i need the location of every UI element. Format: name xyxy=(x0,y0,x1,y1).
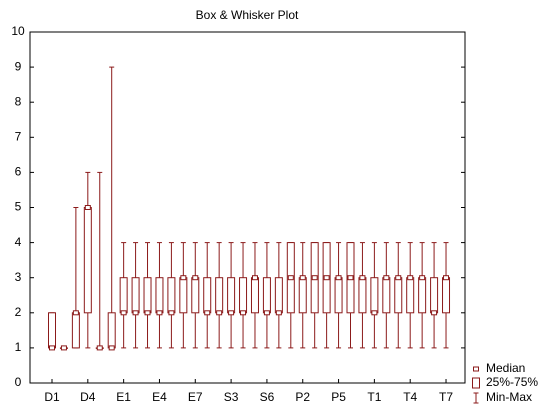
box xyxy=(167,277,176,314)
box xyxy=(48,312,56,349)
median xyxy=(108,345,115,351)
box xyxy=(179,277,188,314)
box xyxy=(442,277,451,314)
median xyxy=(443,275,450,281)
median xyxy=(192,275,199,281)
median xyxy=(371,310,378,316)
legend-label: Median xyxy=(486,361,525,375)
median xyxy=(383,275,390,281)
box xyxy=(406,277,415,314)
box xyxy=(430,277,439,314)
x-tick-label: D1 xyxy=(44,390,60,404)
median xyxy=(156,310,163,316)
y-tick-label: 8 xyxy=(15,94,22,108)
x-tick-label: E1 xyxy=(116,390,131,404)
median xyxy=(84,205,91,210)
median xyxy=(275,310,282,316)
box xyxy=(119,277,128,314)
x-tick-label: T1 xyxy=(367,390,381,404)
median xyxy=(204,310,211,316)
median xyxy=(419,275,426,281)
box xyxy=(334,277,343,314)
median xyxy=(431,310,438,316)
y-tick-label: 5 xyxy=(15,200,22,214)
x-tick-label: T4 xyxy=(403,390,417,404)
median xyxy=(228,310,235,316)
x-tick-label: S3 xyxy=(224,390,239,404)
median xyxy=(72,310,79,316)
box xyxy=(83,207,92,314)
box xyxy=(274,277,283,314)
median xyxy=(299,275,306,281)
y-tick-label: 0 xyxy=(15,375,22,389)
box xyxy=(239,277,248,314)
box xyxy=(143,277,152,314)
median xyxy=(132,310,139,316)
y-tick-label: 9 xyxy=(15,59,22,73)
y-tick-label: 6 xyxy=(15,165,22,179)
box xyxy=(203,277,212,314)
legend-box-icon xyxy=(472,377,480,389)
median xyxy=(216,310,223,316)
box xyxy=(382,277,391,314)
chart-title: Box & Whisker Plot xyxy=(196,8,299,22)
median xyxy=(407,275,414,281)
x-tick-label: T7 xyxy=(439,390,453,404)
median xyxy=(168,310,175,316)
y-tick-label: 4 xyxy=(15,235,22,249)
median xyxy=(240,310,247,316)
x-tick-label: P2 xyxy=(295,390,310,404)
box xyxy=(215,277,224,314)
median xyxy=(120,310,127,316)
box xyxy=(131,277,140,314)
y-tick-label: 10 xyxy=(11,24,25,38)
median xyxy=(251,275,258,281)
box xyxy=(250,277,259,314)
box xyxy=(191,277,200,314)
box xyxy=(394,277,403,314)
x-tick-label: E7 xyxy=(188,390,203,404)
median xyxy=(96,345,103,351)
box xyxy=(227,277,236,314)
median xyxy=(263,310,270,316)
y-tick-label: 2 xyxy=(15,305,22,319)
box xyxy=(298,277,307,314)
box xyxy=(107,312,116,349)
median xyxy=(180,275,187,281)
median xyxy=(49,345,55,351)
legend-label: Min-Max xyxy=(486,390,532,404)
y-tick-label: 7 xyxy=(15,129,22,143)
median xyxy=(323,275,330,281)
x-tick-label: S6 xyxy=(260,390,275,404)
box xyxy=(370,277,379,314)
x-tick-label: P5 xyxy=(331,390,346,404)
median xyxy=(359,275,366,281)
box xyxy=(262,277,271,314)
median xyxy=(287,275,294,281)
median xyxy=(347,275,354,281)
median xyxy=(311,275,318,281)
median xyxy=(395,275,402,281)
y-tick-label: 1 xyxy=(15,340,22,354)
x-tick-label: D4 xyxy=(80,390,96,404)
median xyxy=(144,310,151,316)
median xyxy=(335,275,342,281)
median xyxy=(60,345,67,351)
y-tick-label: 3 xyxy=(15,270,22,284)
box xyxy=(71,312,80,349)
legend-label: 25%-75% xyxy=(486,375,538,389)
box xyxy=(418,277,427,314)
x-tick-label: E4 xyxy=(152,390,167,404)
legend-median-icon xyxy=(473,366,479,372)
box xyxy=(155,277,164,314)
box xyxy=(358,277,367,314)
plot-frame xyxy=(29,31,466,384)
